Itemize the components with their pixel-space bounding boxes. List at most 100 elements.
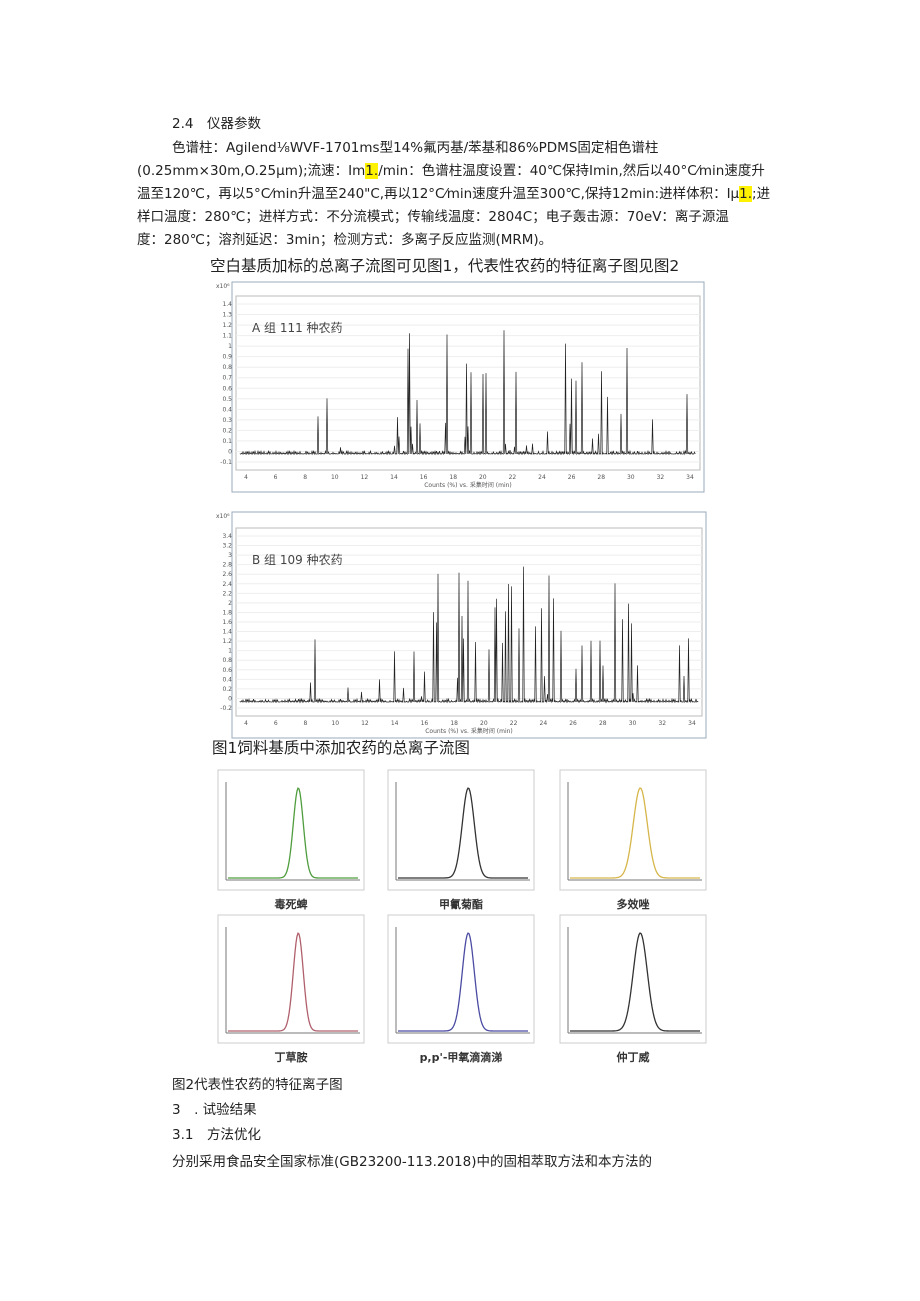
text-span: 样口温度：280℃；进样方式：不分流模式；传输线温度：2804C；电子轰击源：7…: [137, 209, 729, 225]
x-tick-label: 6: [274, 474, 278, 481]
y-tick-label: 0.1: [222, 438, 232, 445]
y-tick-label: 0: [228, 448, 232, 455]
text-span: ;进: [752, 186, 771, 202]
x-tick-label: 10: [331, 720, 339, 727]
x-tick-label: 30: [629, 720, 637, 727]
y-tick-label: 0.7: [222, 375, 232, 382]
peak: [398, 787, 528, 879]
y-tick-label: 0.6: [222, 385, 232, 392]
y-tick-label: 0.9: [222, 354, 232, 361]
x-tick-label: 24: [538, 474, 546, 481]
x-tick-label: 32: [657, 474, 665, 481]
peak: [570, 932, 700, 1032]
y-tick-label: 0.4: [222, 406, 232, 413]
y-tick-label: 1.3: [222, 312, 232, 319]
x-tick-label: 22: [510, 720, 518, 727]
y-tick-label: 1.2: [222, 322, 232, 329]
y-tick-label: 0.2: [222, 427, 232, 434]
figure-caption: 图2代表性农药的特征离子图: [172, 1077, 343, 1093]
y-tick-label: 1.2: [222, 638, 232, 645]
chromatogram: [239, 566, 699, 704]
y-tick-label: 1: [228, 648, 232, 655]
x-tick-label: 28: [599, 720, 607, 727]
results-heading: 3 . 试验结果: [172, 1102, 257, 1118]
section-heading: 2.4 仪器参数: [172, 116, 261, 132]
text-line: 温至120℃，再以5°C⁄min升温至240"C,再以12°C⁄min速度升温至…: [137, 184, 770, 204]
x-tick-label: 16: [420, 474, 428, 481]
x-tick-label: 4: [244, 474, 248, 481]
text-span: 度：280℃；溶剂延迟：3min；检测方式：多离子反应监测(MRM)。: [137, 232, 553, 248]
y-tick-label: 1.6: [222, 619, 232, 626]
text-line: 样口温度：280℃；进样方式：不分流模式；传输线温度：2804C；电子轰击源：7…: [137, 207, 729, 227]
x-tick-label: 18: [449, 474, 457, 481]
peak-name: 多效唑: [617, 897, 650, 911]
x-tick-label: 12: [361, 474, 369, 481]
multiplier: x10⁶: [216, 513, 230, 520]
y-tick-label: 1.4: [222, 301, 232, 308]
peak: [228, 932, 358, 1032]
peak-name: p,p'-甲氧滴滴涕: [420, 1050, 503, 1064]
y-tick-label: 0.8: [222, 657, 232, 664]
y-tick-label: 1.4: [222, 629, 232, 636]
y-tick-label: 3: [228, 552, 232, 559]
x-tick-label: 4: [244, 720, 248, 727]
text-span: 温至120℃，再以5°C⁄min升温至240"C,再以12°C⁄min速度升温至…: [137, 186, 740, 202]
y-tick-label: 0: [228, 695, 232, 702]
text-line: 度：280℃；溶剂延迟：3min；检测方式：多离子反应监测(MRM)。: [137, 230, 552, 250]
y-tick-label: 0.2: [222, 686, 232, 693]
x-tick-label: 8: [304, 720, 308, 727]
y-tick-label: 3.2: [222, 543, 232, 550]
x-tick-label: 14: [391, 720, 399, 727]
peak-name: 仲丁威: [617, 1050, 650, 1064]
x-tick-label: 20: [480, 720, 488, 727]
peak-name: 丁草胺: [275, 1050, 308, 1064]
x-tick-label: 6: [274, 720, 278, 727]
x-tick-label: 16: [421, 720, 429, 727]
text-span: /min：色谱柱温度设置：40℃保持Imin,然后以40°C⁄min速度升: [378, 163, 765, 179]
x-tick-label: 28: [597, 474, 605, 481]
peak-frame: [217, 914, 365, 1044]
y-tick-label: 0.3: [222, 417, 232, 424]
x-tick-label: 26: [568, 474, 576, 481]
x-tick-label: 30: [627, 474, 635, 481]
multiplier: x10⁶: [216, 283, 230, 290]
x-tick-label: 18: [450, 720, 458, 727]
intro: 空白基质加标的总离子流图可见图1，代表性农药的特征离子图见图2: [210, 257, 680, 275]
text-span: 1.: [739, 186, 753, 202]
axis-label: Counts (%) vs. 采集时间 (min): [425, 727, 513, 735]
axis-label: Counts (%) vs. 采集时间 (min): [424, 481, 512, 489]
y-tick-label: 0.4: [222, 676, 232, 683]
x-tick-label: 20: [479, 474, 487, 481]
peak-name: 毒死蜱: [275, 897, 308, 911]
text-span: 色谱柱：Agilend⅛WVF-1701ms型14%氟丙基/苯基和86%PDMS…: [172, 140, 659, 156]
x-tick-label: 8: [303, 474, 307, 481]
x-tick-label: 10: [331, 474, 339, 481]
x-tick-label: 26: [569, 720, 577, 727]
x-tick-label: 34: [688, 720, 696, 727]
panel-label: B 组 109 种农药: [252, 553, 343, 567]
text-span: 1.: [365, 163, 379, 179]
y-tick-label: -0.1: [220, 459, 232, 466]
text-span: (0.25mm×30m,O.25μm);流速：Im: [137, 163, 366, 179]
panel-label: A 组 111 种农药: [252, 321, 343, 335]
paragraph: 分别采用食品安全国家标准(GB23200-113.2018)中的固相萃取方法和本…: [172, 1154, 652, 1170]
text-line: 色谱柱：Agilend⅛WVF-1701ms型14%氟丙基/苯基和86%PDMS…: [172, 138, 658, 158]
y-tick-label: 1.8: [222, 609, 232, 616]
chromatogram: [240, 330, 696, 456]
x-tick-label: 34: [686, 474, 694, 481]
y-tick-label: 1: [228, 343, 232, 350]
x-tick-label: 12: [361, 720, 369, 727]
peak: [228, 787, 358, 879]
y-tick-label: 3.4: [222, 533, 232, 540]
y-tick-label: 2.4: [222, 581, 232, 588]
plot-area: [235, 295, 701, 471]
peak-frame: [217, 769, 365, 891]
x-tick-label: 32: [658, 720, 666, 727]
y-tick-label: 2: [228, 600, 232, 607]
peak: [398, 932, 528, 1032]
y-tick-label: 0.8: [222, 364, 232, 371]
peak: [570, 787, 700, 879]
x-tick-label: 24: [540, 720, 548, 727]
